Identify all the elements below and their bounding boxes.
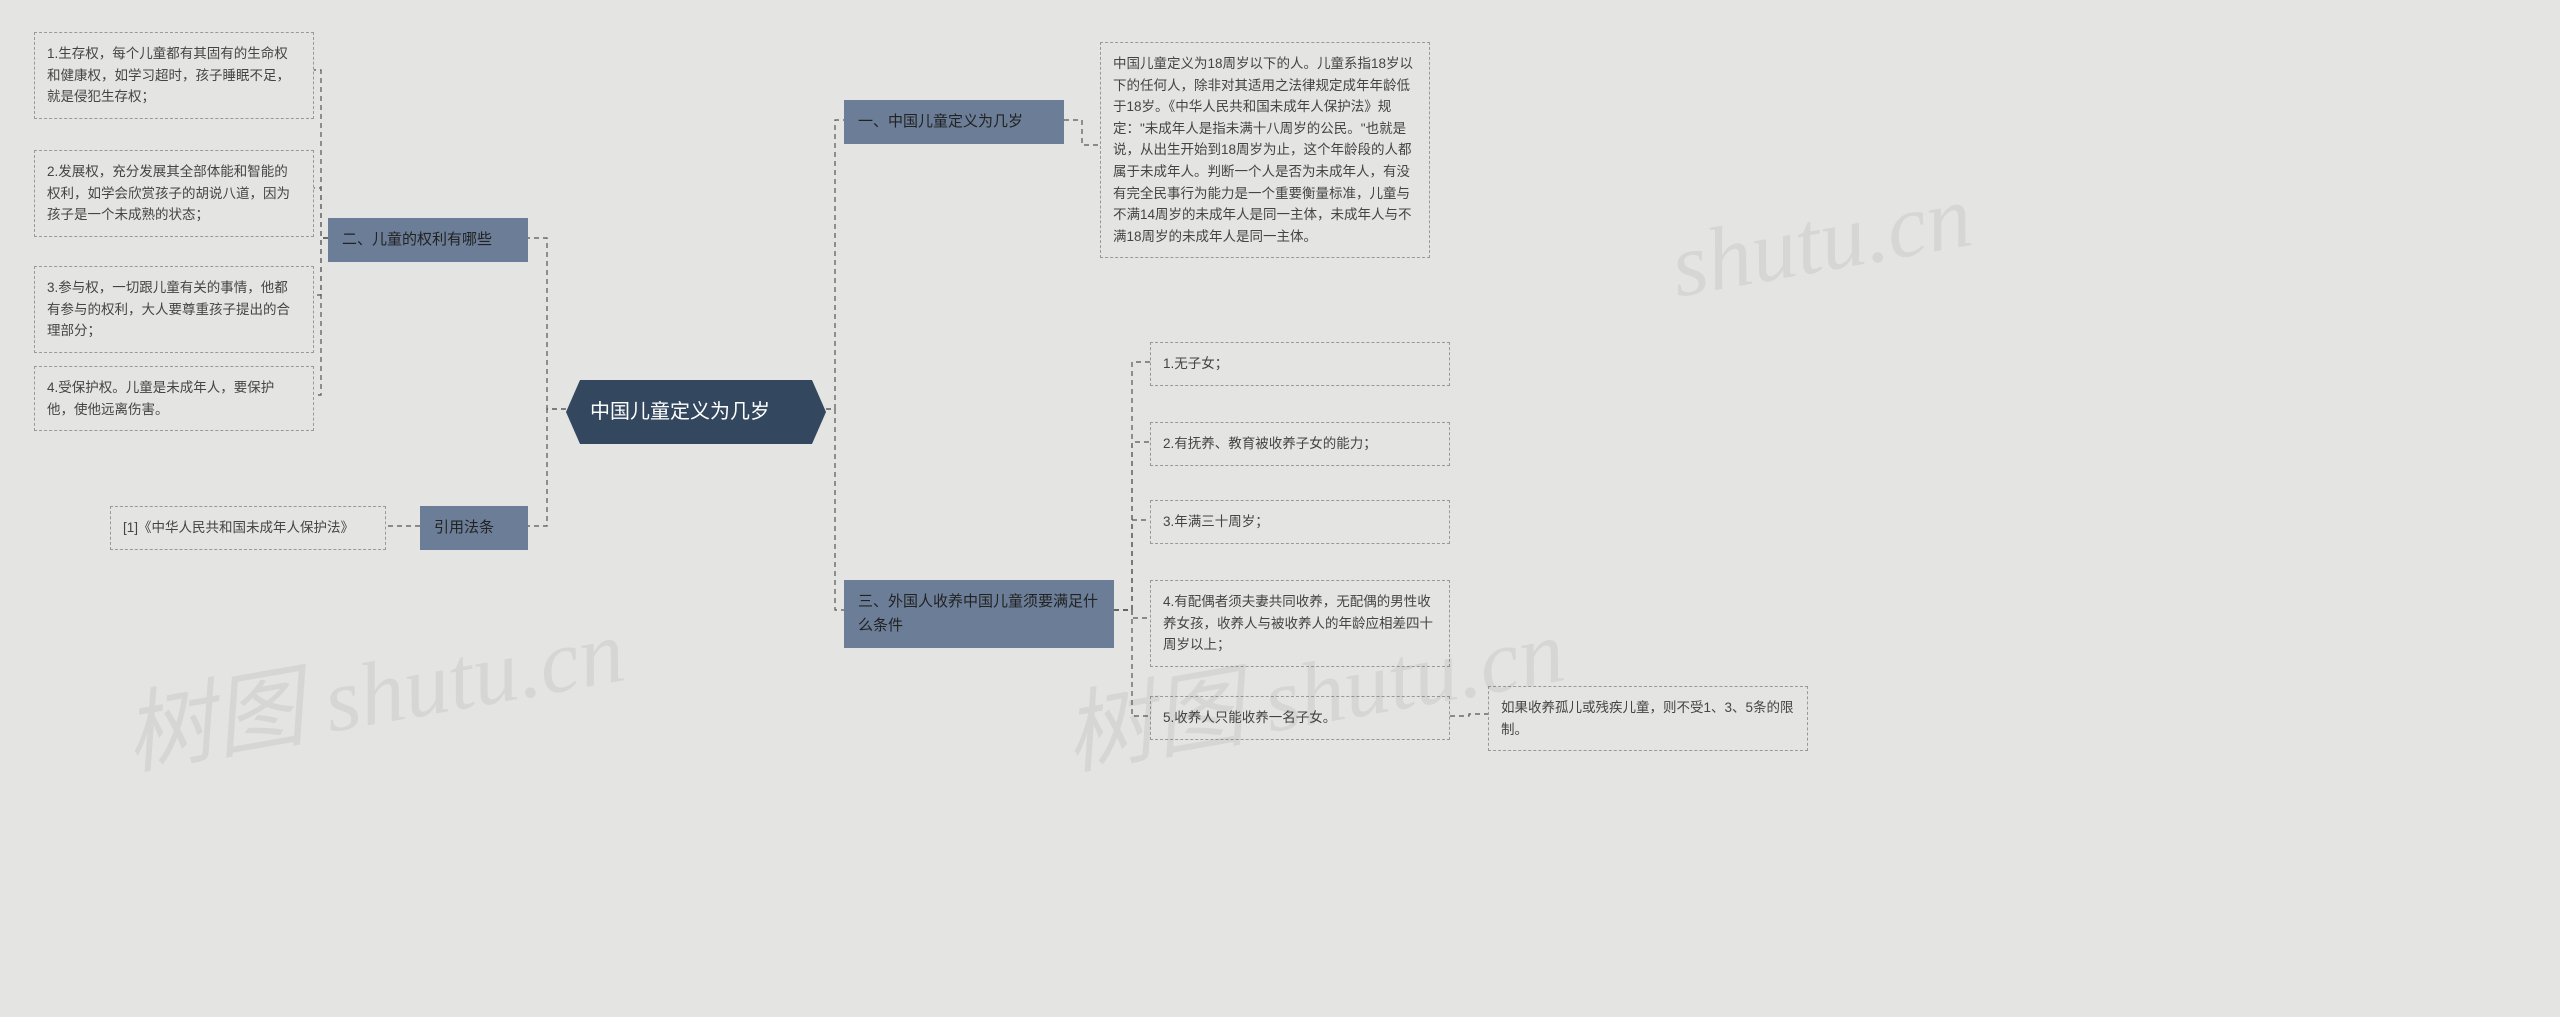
branch-b1: 一、中国儿童定义为几岁 [844,100,1064,144]
branch-b3: 三、外国人收养中国儿童须要满足什么条件 [844,580,1114,648]
branch-b2: 二、儿童的权利有哪些 [328,218,528,262]
leaf-b2l1: 1.生存权，每个儿童都有其固有的生命权和健康权，如学习超时，孩子睡眠不足，就是侵… [34,32,314,119]
branch-blaw: 引用法条 [420,506,528,550]
watermark-3: shutu.cn [1663,165,1979,319]
leaf-b2l2: 2.发展权，充分发展其全部体能和智能的权利，如学会欣赏孩子的胡说八道，因为孩子是… [34,150,314,237]
leaf-b1l1: 中国儿童定义为18周岁以下的人。儿童系指18岁以下的任何人，除非对其适用之法律规… [1100,42,1430,258]
leaf-b3l5: 5.收养人只能收养一名子女。 [1150,696,1450,740]
leaf-b3l5s1: 如果收养孤儿或残疾儿童，则不受1、3、5条的限制。 [1488,686,1808,751]
leaf-b2l3: 3.参与权，一切跟儿童有关的事情，他都有参与的权利，大人要尊重孩子提出的合理部分… [34,266,314,353]
leaf-b3l3: 3.年满三十周岁； [1150,500,1450,544]
leaf-b3l4: 4.有配偶者须夫妻共同收养，无配偶的男性收养女孩，收养人与被收养人的年龄应相差四… [1150,580,1450,667]
leaf-blawl1: [1]《中华人民共和国未成年人保护法》 [110,506,386,550]
root-node: 中国儿童定义为几岁 [566,380,826,444]
leaf-b3l2: 2.有抚养、教育被收养子女的能力； [1150,422,1450,466]
leaf-b2l4: 4.受保护权。儿童是未成年人，要保护他，使他远离伤害。 [34,366,314,431]
leaf-b3l1: 1.无子女； [1150,342,1450,386]
watermark-1: 树图 shutu.cn [113,577,633,793]
